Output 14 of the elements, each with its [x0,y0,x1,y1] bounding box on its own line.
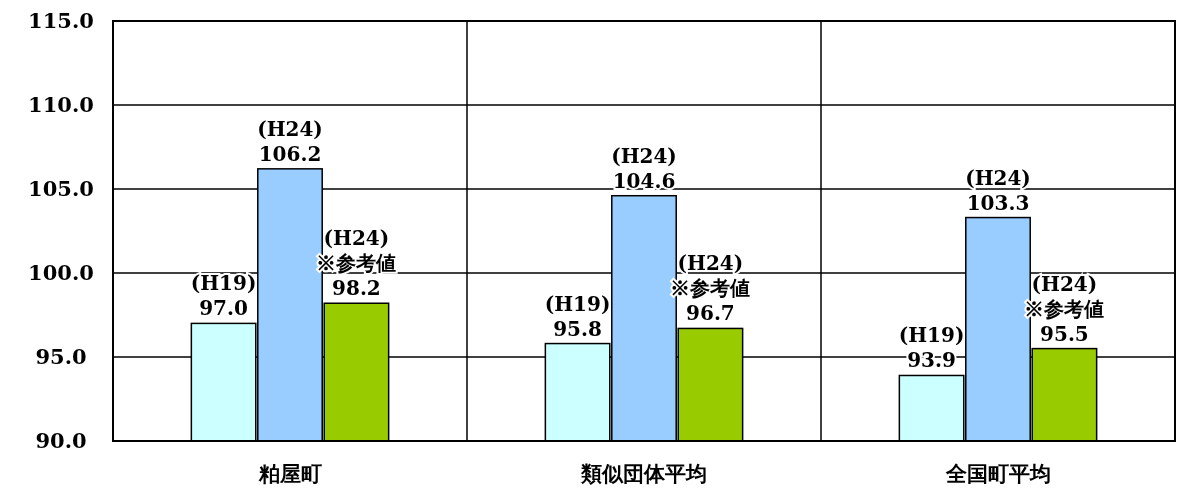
y-tick-label: 95.0 [35,344,87,369]
data-label: (H24) 106.2 [257,116,323,166]
y-tick-label: 110.0 [28,92,94,117]
data-label: (H24) 103.3 [965,165,1031,215]
data-label: (H19) 95.8 [544,291,611,341]
y-tick-label: 105.0 [28,176,94,201]
y-tick-label: 100.0 [28,260,94,285]
data-label: (H19) 97.0 [190,271,257,321]
x-tick-label: 全国町平均 [944,461,1051,486]
x-tick-label: 類似団体平均 [580,461,707,486]
y-tick-label: 90.0 [35,428,87,453]
x-tick-label: 粕屋町 [257,461,322,486]
y-tick-label: 115.0 [28,8,94,33]
data-label: (H24) 104.6 [611,143,677,193]
